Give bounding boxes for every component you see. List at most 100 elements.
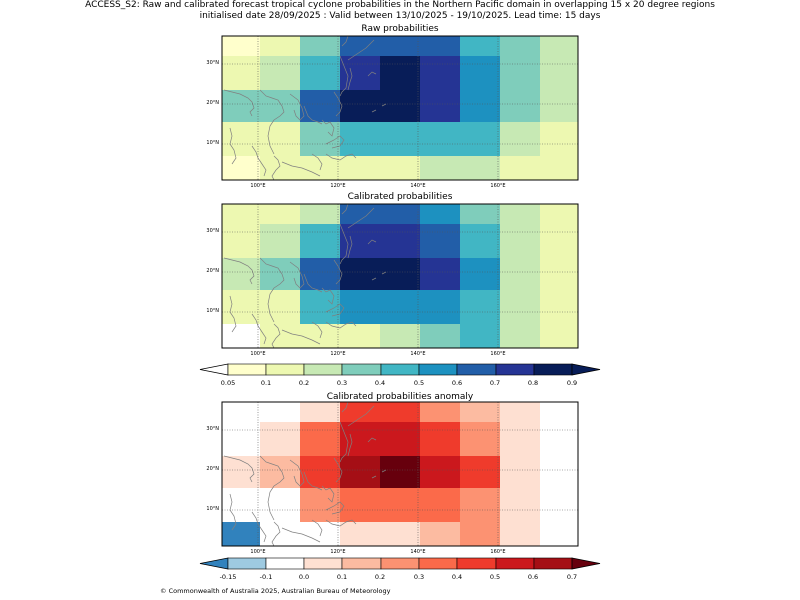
grid-cell: [300, 402, 341, 423]
grid-cell: [460, 204, 501, 225]
colorbar-tick: 0.6: [451, 379, 463, 387]
colorbar-swatch: [456, 363, 497, 376]
grid-cell: [380, 290, 421, 325]
map-frame: [221, 35, 579, 181]
coastline-segment: [251, 145, 267, 177]
grid-cell: [300, 456, 341, 489]
grid-cell: [460, 290, 501, 325]
grid-cell: [222, 422, 261, 457]
colorbar-tick: 0.2: [298, 379, 310, 387]
map-panel: [221, 203, 579, 349]
graticule: [222, 402, 578, 546]
panel-title-calibrated: Calibrated probabilities: [347, 192, 453, 202]
grid-cell: [222, 522, 261, 546]
grid-cell: [340, 156, 381, 180]
colorbar-swatch: [227, 557, 267, 570]
coastline-segment: [325, 501, 345, 515]
grid-cell: [380, 224, 421, 259]
lon-label-120e: 120°E: [330, 351, 346, 357]
grid-cell: [500, 224, 541, 259]
grid-cell: [540, 90, 578, 123]
grid-cell: [540, 36, 578, 57]
grid-cell: [222, 456, 261, 489]
graticule: [222, 36, 578, 180]
coastline-segment: [229, 127, 237, 165]
grid-cell: [260, 290, 301, 325]
colorbar-tick: 0.5: [489, 573, 501, 581]
coastline-segment: [289, 261, 305, 289]
grid-cell: [460, 422, 501, 457]
coastline-segment: [381, 271, 387, 275]
colorbar-swatch: [380, 363, 420, 376]
coastline-segment: [271, 323, 281, 348]
grid-cell: [500, 422, 541, 457]
grid-cell: [540, 56, 578, 91]
grid-cell: [222, 36, 261, 57]
coastline-segment: [367, 437, 377, 443]
grid-cell: [222, 204, 261, 225]
grid-cell: [340, 290, 381, 325]
grid-cell: [380, 422, 421, 457]
coastline-segment: [347, 235, 353, 259]
grid-cell: [380, 122, 421, 157]
lon-label-160e: 160°E: [490, 183, 506, 189]
grid-cell: [460, 324, 501, 348]
grid-cell: [460, 90, 501, 123]
coastline-segment: [347, 405, 375, 427]
grid-cell: [260, 204, 301, 225]
coastline-segment: [223, 257, 255, 285]
title-line-1: ACCESS_S2: Raw and calibrated forecast t…: [85, 0, 715, 10]
coastline-segment: [367, 71, 377, 77]
grid-cell: [500, 36, 541, 57]
lat-label-20n: 20°N: [206, 466, 219, 472]
copyright-notice: © Commonwealth of Australia 2025, Austra…: [160, 587, 391, 595]
grid-cell: [540, 290, 578, 325]
grid-cell: [460, 456, 501, 489]
main-title: ACCESS_S2: Raw and calibrated forecast t…: [0, 0, 800, 21]
grid-cell: [222, 290, 261, 325]
colorbar-tick: 0.05: [220, 379, 236, 387]
grid-cell: [540, 122, 578, 157]
colorbar-tick: 0.7: [566, 573, 578, 581]
grid-cell: [222, 90, 261, 123]
colorbar-anom: [199, 557, 601, 570]
grid-cell: [380, 204, 421, 225]
colorbar-swatch: [265, 557, 305, 570]
colorbar-swatch: [341, 363, 382, 376]
grid-cell: [420, 56, 461, 91]
grid-cell: [380, 258, 421, 291]
coastline-segment: [339, 223, 349, 265]
colorbar-swatch: [303, 557, 343, 570]
map-frame: [221, 203, 579, 349]
grid-cell: [500, 456, 541, 489]
grid-cell: [420, 204, 461, 225]
coastline-segment: [347, 39, 375, 61]
map-panel: [221, 35, 579, 181]
coastline-segment: [381, 103, 387, 107]
coastline-segment: [271, 521, 281, 546]
grid-cell: [420, 290, 461, 325]
grid-cell: [340, 36, 381, 57]
coastline-segment: [259, 257, 285, 323]
grid-cell: [540, 422, 578, 457]
coastline-segment: [303, 273, 323, 293]
coastline-segment: [289, 459, 305, 487]
grid-cell: [260, 156, 301, 180]
lon-label-140e: 140°E: [410, 183, 426, 189]
grid-cell: [380, 522, 421, 546]
grid-cell: [340, 324, 381, 348]
coastline-segment: [367, 239, 377, 245]
colorbar-over-arrow: [571, 557, 601, 570]
colorbar-swatch: [533, 557, 573, 570]
colorbar-swatch: [303, 363, 343, 376]
grid-cell: [340, 122, 381, 157]
grid-cell: [222, 324, 261, 348]
grid-cell: [260, 522, 301, 546]
lat-label-20n: 20°N: [206, 268, 219, 274]
grid-cell: [222, 402, 261, 423]
grid-cell: [420, 422, 461, 457]
colorbar-tick: 0.3: [336, 379, 348, 387]
coastline-segment: [303, 471, 323, 491]
grid-cell: [460, 36, 501, 57]
grid-cell: [260, 402, 301, 423]
